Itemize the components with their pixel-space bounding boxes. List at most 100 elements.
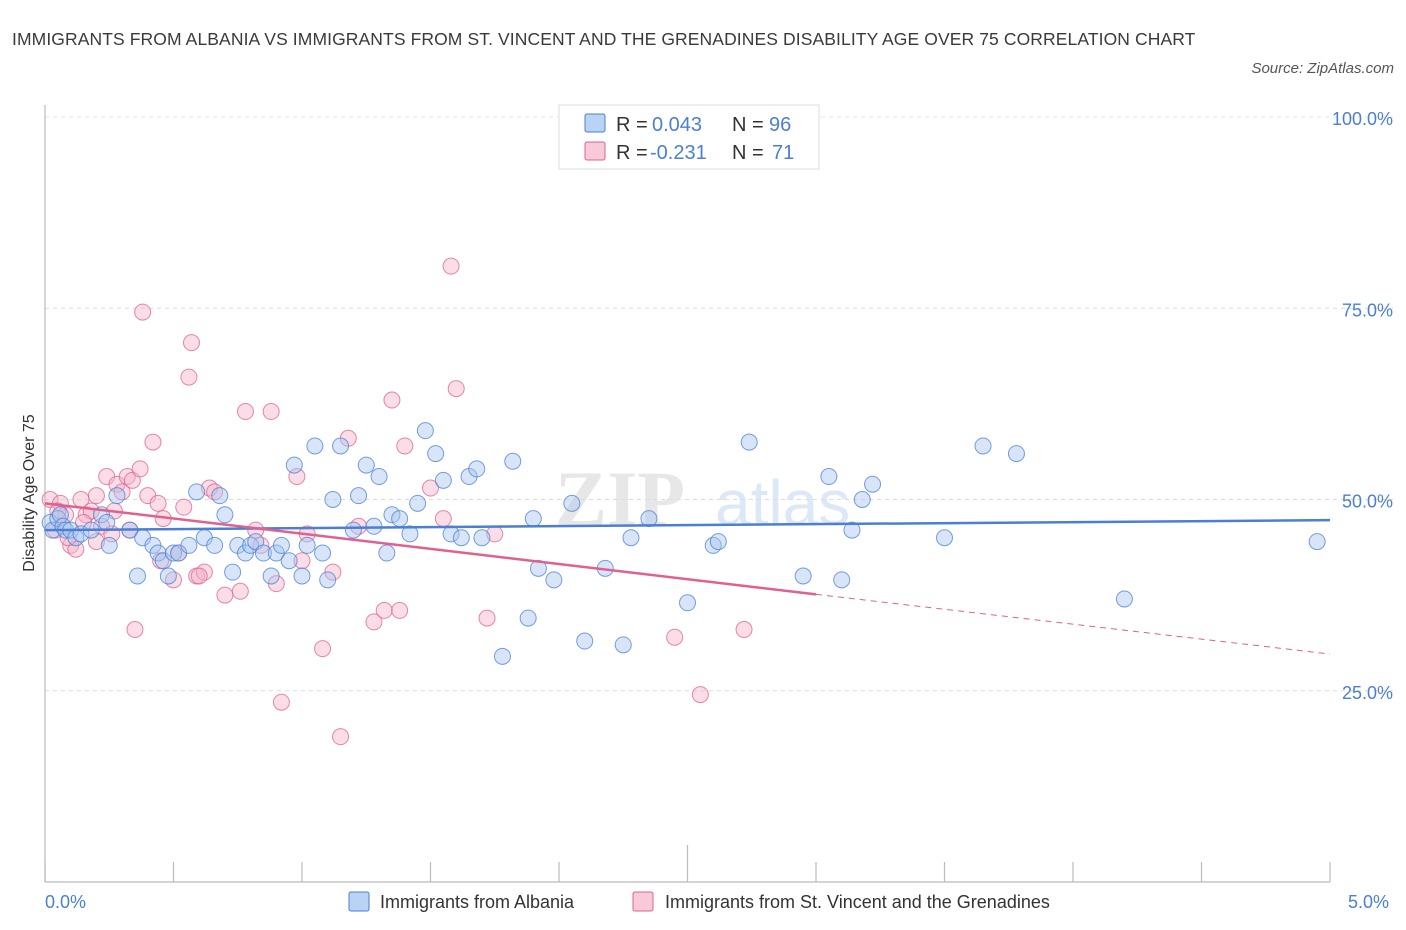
point-blue [820, 468, 838, 486]
point-blue [794, 567, 812, 585]
point-blue [401, 525, 419, 543]
point-blue [98, 513, 116, 531]
bottom-legend-label-blue: Immigrants from Albania [380, 892, 575, 912]
point-blue [452, 529, 470, 547]
y-axis-label: Disability Age Over 75 [21, 414, 38, 572]
point-pink [149, 494, 167, 512]
point-blue [545, 571, 563, 589]
y-tick-label-25: 25.0% [1342, 683, 1393, 703]
point-blue [974, 437, 992, 455]
point-blue [165, 544, 182, 562]
bottom-legend-swatch-pink [632, 891, 654, 912]
point-blue [1308, 533, 1326, 551]
point-pink [293, 552, 311, 570]
point-pink [735, 621, 753, 639]
point-blue [709, 533, 727, 551]
legend-r-value-2: -0.231 [650, 142, 707, 164]
point-blue [614, 636, 632, 654]
y-tick-label-50: 50.0% [1342, 492, 1393, 512]
point-pink [216, 586, 234, 604]
point-blue [378, 544, 396, 562]
point-blue [576, 632, 594, 650]
point-pink [262, 403, 280, 421]
point-pink [478, 609, 496, 627]
watermark: ZIP [555, 455, 685, 542]
point-pink [182, 334, 200, 352]
legend-swatch-pink [584, 141, 606, 161]
y-tick-label-75: 75.0% [1342, 300, 1393, 320]
legend-r-label-2: R = [616, 142, 648, 164]
point-pink [87, 487, 105, 505]
point-blue [473, 529, 491, 547]
point-blue [740, 433, 758, 451]
point-blue [1115, 590, 1133, 608]
point-blue [1007, 445, 1025, 463]
point-blue [519, 609, 537, 627]
point-blue [409, 494, 427, 512]
point-blue [416, 422, 434, 440]
legend-n-value-1: 96 [769, 114, 791, 136]
point-pink [383, 391, 401, 409]
point-blue [254, 544, 272, 562]
point-blue [350, 487, 368, 505]
point-blue [936, 529, 953, 547]
point-blue [100, 536, 118, 554]
point-pink [131, 460, 149, 478]
source-label: Source: ZipAtlas.com [1251, 60, 1394, 77]
point-blue [563, 494, 581, 512]
point-blue [314, 544, 332, 562]
point-blue [468, 460, 486, 478]
axes [44, 105, 1331, 883]
point-blue [383, 506, 401, 524]
point-pink [314, 640, 332, 658]
point-pink [236, 403, 254, 421]
legend-n-value-2: 71 [772, 142, 794, 164]
point-blue [306, 437, 324, 455]
point-pink [375, 601, 393, 619]
point-blue [864, 475, 882, 493]
point-pink [231, 582, 249, 600]
point-pink [396, 437, 414, 455]
point-blue [391, 510, 409, 528]
point-blue [298, 536, 316, 554]
legend-r-value-1: 0.043 [652, 114, 702, 136]
point-pink [434, 510, 452, 528]
point-pink [190, 567, 208, 585]
point-blue [504, 452, 522, 470]
point-pink [332, 728, 350, 746]
point-blue [332, 437, 350, 455]
point-blue [622, 529, 640, 547]
point-pink [391, 601, 409, 619]
trend-line-pink-extension [815, 593, 1331, 655]
point-pink [691, 686, 709, 704]
point-pink [666, 628, 684, 646]
point-blue [843, 521, 861, 539]
point-pink [422, 479, 439, 497]
bottom-legend-swatch-blue [348, 891, 370, 912]
legend-swatch-blue [584, 113, 606, 133]
point-pink [126, 621, 144, 639]
series-blue-points [41, 422, 1326, 665]
point-blue [206, 536, 224, 554]
point-blue [108, 487, 126, 505]
point-blue [280, 552, 298, 570]
legend-r-label-1: R = [616, 114, 648, 136]
point-pink [365, 613, 383, 631]
trend-lines [44, 502, 1331, 655]
point-pink [175, 498, 193, 516]
point-blue [262, 567, 280, 585]
point-pink [442, 257, 460, 275]
bottom-legend: Immigrants from Albania Immigrants from … [348, 891, 1050, 912]
bottom-legend-label-pink: Immigrants from St. Vincent and the Gren… [665, 892, 1050, 912]
point-blue [159, 567, 177, 585]
point-blue [679, 594, 696, 612]
point-pink [447, 380, 465, 398]
x-tick-max: 5.0% [1348, 892, 1389, 912]
point-blue [434, 471, 452, 489]
x-tick-min: 0.0% [45, 892, 86, 912]
point-blue [224, 563, 242, 581]
point-blue [188, 483, 206, 501]
chart-title: IMMIGRANTS FROM ALBANIA VS IMMIGRANTS FR… [12, 29, 1196, 49]
point-blue [833, 571, 851, 589]
